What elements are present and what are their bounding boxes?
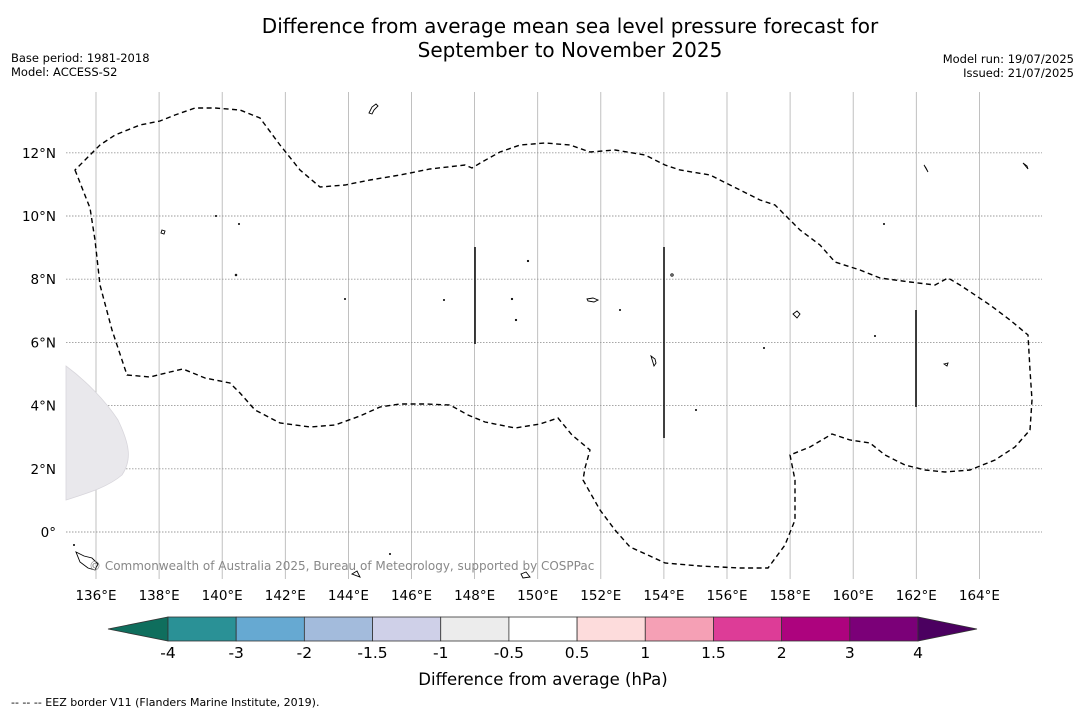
colorbar-extend-low: [107, 616, 169, 642]
lon-tick-label: 148°E: [454, 588, 495, 604]
colorbar-tick-label: 1.5: [701, 644, 726, 662]
lat-tick-label: 2°N: [31, 462, 56, 478]
issued-date: Issued: 21/07/2025: [963, 66, 1074, 80]
colorbar-swatch: [781, 616, 851, 642]
title-line-2: September to November 2025: [417, 38, 723, 62]
lon-tick-label: 162°E: [896, 588, 937, 604]
land-patch: [65, 365, 129, 501]
colorbar-label: Difference from average (hPa): [418, 670, 667, 689]
eez-border: [74, 107, 1033, 569]
colorbar-tick-label: -3: [228, 644, 243, 662]
lon-tick-label: 158°E: [770, 588, 811, 604]
colorbar-extend-high: [917, 616, 978, 642]
colorbar-swatch: [849, 616, 919, 642]
colorbar-swatch: [235, 616, 305, 642]
lon-tick-label: 144°E: [328, 588, 369, 604]
colorbar-tick-label: -4: [160, 644, 175, 662]
footnote: -- -- -- EEZ border V11 (Flanders Marine…: [11, 696, 320, 709]
lon-tick-label: 150°E: [517, 588, 558, 604]
title-line-1: Difference from average mean sea level p…: [261, 14, 879, 38]
islands: [72, 103, 1029, 579]
colorbar-tick-label: -2: [297, 644, 312, 662]
lon-tick-label: 154°E: [643, 588, 684, 604]
colorbar-tick-label: -0.5: [494, 644, 524, 662]
latitude-labels: 12°N 10°N 8°N 6°N 4°N 2°N 0°: [22, 146, 56, 541]
colorbar-swatch: [713, 616, 783, 642]
lon-tick-label: 156°E: [706, 588, 747, 604]
colorbar-tick-label: 4: [913, 644, 923, 662]
colorbar-tick-label: -1: [433, 644, 448, 662]
colorbar-tick-label: 0.5: [565, 644, 590, 662]
map-gridlines: [66, 92, 1042, 579]
colorbar: [107, 616, 978, 642]
colorbar-swatch: [644, 616, 714, 642]
lon-tick-label: 138°E: [139, 588, 180, 604]
lat-tick-label: 8°N: [31, 272, 56, 288]
colorbar-tick-label: 1: [640, 644, 650, 662]
colorbar-tick-label: 2: [777, 644, 787, 662]
lat-tick-label: 10°N: [22, 209, 56, 225]
model-run: Model run: 19/07/2025: [942, 52, 1074, 66]
copyright-text: © Commonwealth of Australia 2025, Bureau…: [89, 559, 594, 573]
colorbar-swatch: [167, 616, 237, 642]
colorbar-tick-label: 3: [845, 644, 855, 662]
colorbar-swatch: [576, 616, 646, 642]
colorbar-tick-labels: -4 -3 -2 -1.5 -1 -0.5 0.5 1 1.5 2 3 4: [160, 644, 923, 662]
lat-tick-label: 4°N: [31, 399, 56, 415]
lon-tick-label: 142°E: [265, 588, 306, 604]
lat-tick-label: 12°N: [22, 146, 56, 162]
lon-tick-label: 146°E: [391, 588, 432, 604]
colorbar-swatch: [508, 616, 578, 642]
chart-title: Difference from average mean sea level p…: [0, 14, 1085, 62]
model-name: Model: ACCESS-S2: [11, 65, 118, 79]
lon-tick-label: 140°E: [202, 588, 243, 604]
lat-tick-label: 0°: [41, 525, 56, 541]
colorbar-swatch: [303, 616, 373, 642]
colorbar-swatch: [372, 616, 442, 642]
lon-tick-label: 152°E: [580, 588, 621, 604]
meta-left: Base period: 1981-2018 Model: ACCESS-S2: [11, 51, 150, 79]
lat-tick-label: 6°N: [31, 335, 56, 351]
meta-right: Model run: 19/07/2025 Issued: 21/07/2025: [943, 52, 1074, 80]
colorbar-tick-label: -1.5: [357, 644, 387, 662]
lon-tick-label: 136°E: [75, 588, 116, 604]
base-period: Base period: 1981-2018: [11, 51, 150, 65]
lon-tick-label: 160°E: [833, 588, 874, 604]
longitude-labels: 136°E 138°E 140°E 142°E 144°E 146°E 148°E 150°E…: [75, 588, 999, 604]
lon-tick-label: 164°E: [959, 588, 1000, 604]
colorbar-swatch: [440, 616, 510, 642]
